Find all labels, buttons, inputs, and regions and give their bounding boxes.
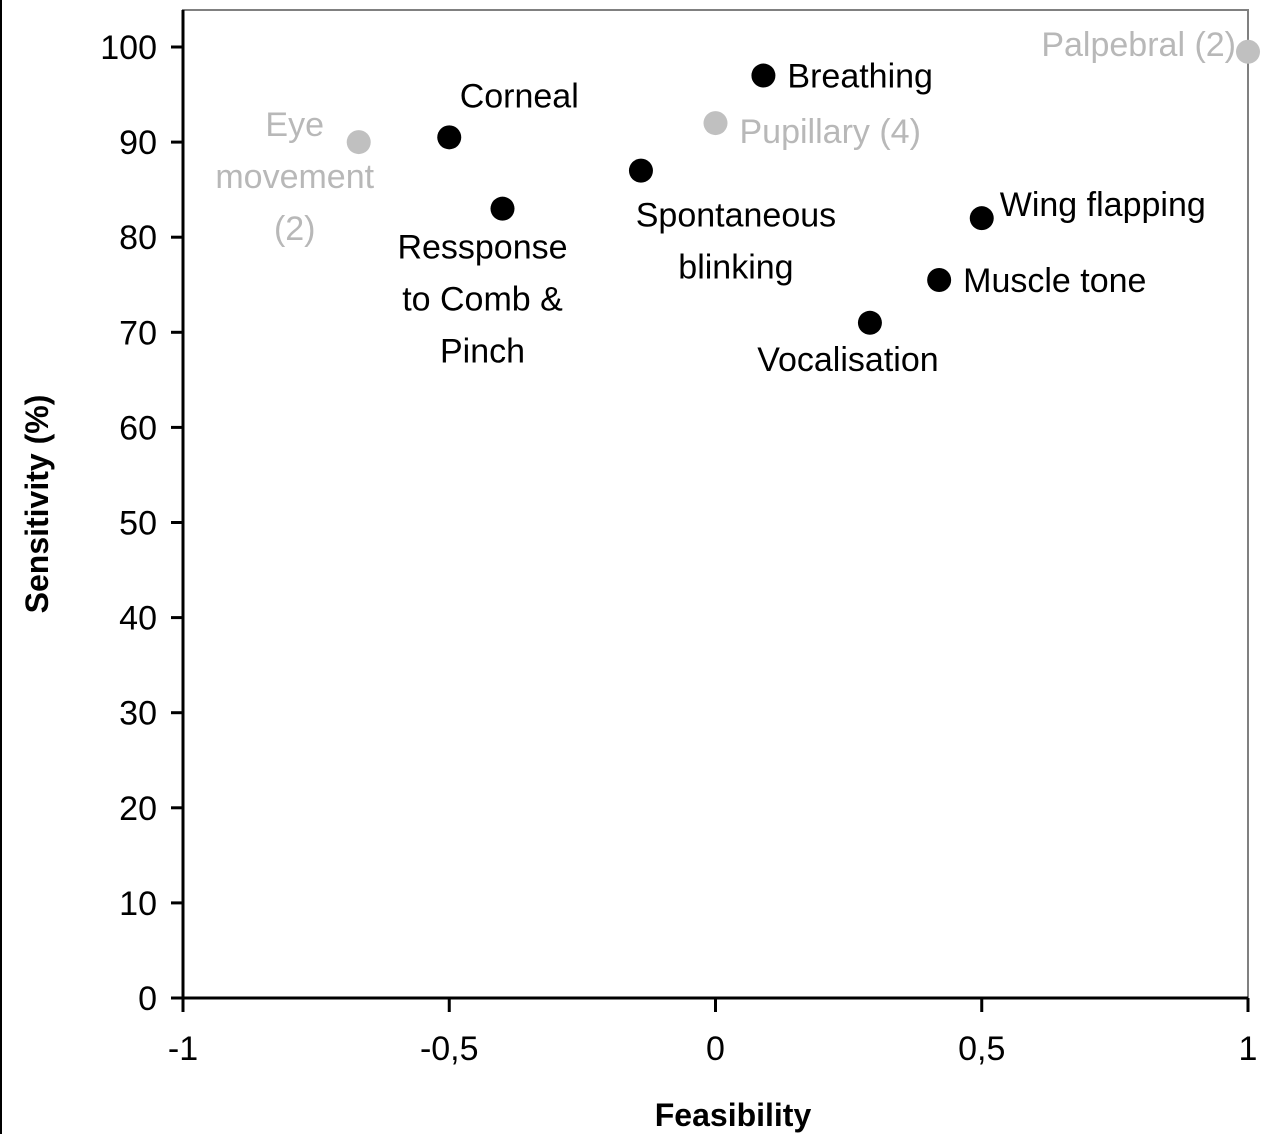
y-tick-label: 50: [119, 505, 157, 543]
data-point-group: Muscle tone: [927, 262, 1146, 300]
data-points: Eye movement (2) Corneal Ressponse to Comb & P…: [215, 26, 1260, 379]
point-label-line: (2): [274, 210, 316, 248]
x-tick-label: -0,5: [420, 1030, 479, 1068]
point-label-line: Pinch: [440, 333, 525, 371]
point-label-line: Spontaneous: [636, 197, 836, 235]
y-tick-label: 30: [119, 695, 157, 733]
data-point: [751, 63, 776, 88]
data-point: [628, 158, 653, 183]
data-point-group: Palpebral (2): [1041, 26, 1260, 64]
point-label-line: Palpebral (2): [1041, 26, 1236, 64]
point-label-line: Eye: [265, 106, 324, 144]
point-label-line: movement: [215, 158, 374, 196]
point-label: Vocalisation: [757, 341, 938, 379]
y-axis-ticks: 0 10 20 30 40 50 60 70 80 90 100: [100, 29, 183, 1018]
y-tick-label: 40: [119, 600, 157, 638]
data-point: [346, 130, 371, 155]
data-point-group: Spontaneous blinking: [628, 158, 836, 287]
y-tick-label: 80: [119, 219, 157, 257]
point-label: Muscle tone: [963, 262, 1146, 300]
point-label-line: Muscle tone: [963, 262, 1146, 300]
point-label-line: Corneal: [460, 77, 579, 115]
data-point: [969, 206, 994, 231]
data-point: [927, 267, 952, 292]
y-tick-label: 100: [100, 29, 157, 67]
point-label: Corneal: [460, 77, 579, 115]
point-label-line: Wing flapping: [1000, 186, 1206, 224]
point-label-line: Pupillary (4): [740, 113, 921, 151]
data-point-group: Pupillary (4): [703, 111, 921, 151]
y-tick-label: 0: [138, 980, 157, 1018]
x-tick-label: -1: [168, 1030, 198, 1068]
data-point-group: Breathing: [751, 58, 933, 96]
data-point-group: Corneal: [437, 77, 579, 150]
y-axis-title: Sensitivity (%): [19, 395, 55, 614]
point-label: Wing flapping: [1000, 186, 1206, 224]
data-point-group: Wing flapping: [969, 186, 1206, 231]
point-label: Eye movement (2): [215, 106, 374, 248]
data-point: [857, 310, 882, 335]
y-tick-label: 70: [119, 314, 157, 352]
data-point: [490, 196, 515, 221]
point-label: Ressponse to Comb & Pinch: [397, 229, 567, 371]
point-label-line: Ressponse: [397, 229, 567, 267]
data-point: [703, 111, 728, 136]
point-label: Breathing: [787, 58, 933, 96]
x-axis-ticks: -1 -0,5 0 0,5 1: [168, 998, 1258, 1068]
x-tick-label: 0: [706, 1030, 725, 1068]
x-tick-label: 1: [1239, 1030, 1258, 1068]
point-label-line: Breathing: [787, 58, 933, 96]
x-axis-title: Feasibility: [655, 1097, 812, 1133]
point-label: Spontaneous blinking: [636, 197, 836, 287]
y-tick-label: 20: [119, 790, 157, 828]
data-point-group: Vocalisation: [757, 310, 939, 379]
data-point-group: Eye movement (2): [215, 106, 374, 248]
y-tick-label: 90: [119, 124, 157, 162]
x-tick-label: 0,5: [958, 1030, 1005, 1068]
y-tick-label: 60: [119, 409, 157, 447]
point-label-line: blinking: [678, 249, 793, 287]
point-label-line: to Comb &: [402, 281, 563, 319]
data-point: [1236, 39, 1260, 64]
point-label-line: Vocalisation: [757, 341, 938, 379]
y-tick-label: 10: [119, 885, 157, 923]
point-label: Palpebral (2): [1041, 26, 1236, 64]
point-label: Pupillary (4): [740, 113, 921, 151]
data-point: [437, 125, 462, 150]
data-point-group: Ressponse to Comb & Pinch: [397, 196, 568, 371]
